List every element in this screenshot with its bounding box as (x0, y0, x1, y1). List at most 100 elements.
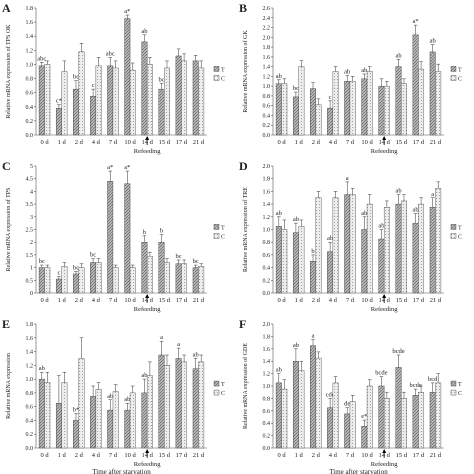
bar-t (175, 263, 182, 294)
y-tick-label: 1.0 (26, 62, 34, 68)
bar-t (429, 391, 436, 449)
bar-t (175, 55, 182, 136)
significance-label: ab (276, 73, 282, 80)
bar-c (61, 71, 68, 136)
x-tick-label: 21 d (430, 139, 442, 146)
y-tick-label: 0.2 (26, 432, 34, 438)
bar-c (298, 226, 305, 294)
bar-t (158, 354, 165, 449)
y-tick-label: 0.4 (263, 266, 271, 272)
bar-t (158, 241, 165, 294)
bar-t (275, 226, 282, 294)
significance-label: b (143, 229, 146, 236)
refeeding-arrow-head (382, 294, 387, 298)
panel-f: F 0.0 0.2 0.4 0.6 0.8 1.0 1.2 1.4 1.6 1.8 2.0 Relati… (239, 317, 462, 474)
y-tick-label: 0.8 (26, 391, 34, 397)
bar-t (141, 241, 148, 294)
significance-label: ab (361, 67, 367, 74)
legend-swatch-c (213, 75, 220, 81)
x-tick-label: 7 d (109, 452, 118, 459)
x-tick-label: 21 d (193, 139, 205, 146)
x-tick-label: 10 d (124, 139, 136, 146)
bar-t (327, 107, 334, 136)
bar-c (146, 64, 153, 136)
bar-c (78, 51, 85, 136)
bar-c (164, 262, 170, 294)
refeeding-label: Refeeding (371, 461, 398, 468)
bar-t (327, 251, 334, 294)
bar-c (78, 358, 85, 449)
x-tick-label: 17 d (176, 139, 188, 146)
x-tick-label: 1 d (58, 452, 67, 459)
significance-label: ab (293, 342, 299, 349)
bar-t (38, 378, 45, 449)
x-tick-label: 7 d (346, 297, 355, 304)
significance-label: ab (293, 216, 299, 223)
x-tick-label: 7 d (109, 139, 118, 146)
bar-t (361, 229, 368, 294)
x-axis-caption: Time after starvation (92, 468, 151, 474)
y-tick-label: 0.8 (26, 77, 34, 83)
y-tick-label: 5 (30, 164, 33, 170)
bar-t (158, 88, 165, 136)
bar-t (90, 95, 97, 136)
x-tick-label: 0 d (277, 139, 286, 146)
bar-c (315, 357, 322, 449)
x-tick-label: 1 d (295, 452, 304, 459)
bar-c (164, 365, 170, 449)
y-tick-label: 0.2 (26, 119, 34, 125)
x-tick-label: 0 d (40, 452, 49, 459)
bar-c (366, 203, 373, 294)
x-tick-label: 7 d (346, 139, 355, 146)
significance-label: ab (124, 396, 130, 403)
significance-label: b* (73, 407, 80, 414)
bar-c (61, 382, 68, 449)
significance-label: c (329, 94, 332, 101)
y-tick-label: 1.8 (263, 334, 271, 340)
bar-t (175, 358, 182, 449)
legend-label: C (458, 76, 462, 82)
bar-t (73, 88, 79, 136)
significance-label: bc (39, 258, 45, 265)
y-tick-label: 1.6 (26, 336, 34, 342)
significance-label: abc (37, 55, 46, 62)
significance-label: ab (141, 28, 147, 35)
y-tick-label: 0.6 (26, 405, 34, 411)
bar-t (429, 51, 436, 136)
significance-label: bcde (375, 370, 387, 377)
significance-label: c* (56, 98, 62, 105)
y-tick-label: 2.0 (263, 322, 271, 328)
bar-t (378, 238, 385, 294)
x-tick-label: 10 d (124, 297, 136, 304)
significance-label: ab (276, 210, 282, 217)
bar-c (332, 197, 339, 294)
x-tick-label: 0 d (40, 297, 49, 304)
y-tick-label: 0.0 (263, 291, 271, 297)
legend-swatch-c (213, 233, 220, 239)
y-tick-label: 1.5 (26, 253, 34, 259)
bar-t (378, 385, 385, 449)
x-tick-label: 4 d (329, 452, 338, 459)
y-tick-label: 1.6 (26, 20, 34, 26)
panel-letter: E (2, 317, 10, 331)
bar-c (418, 68, 425, 136)
legend-swatch-t (450, 380, 457, 387)
y-axis-label: Relative mRNA expression of TRE (242, 187, 249, 272)
y-tick-label: 1.2 (26, 48, 34, 54)
significance-label: ab (413, 207, 419, 214)
bar-c (401, 398, 407, 449)
bar-c (418, 203, 425, 294)
bar-t (292, 361, 299, 449)
bar-c (95, 389, 102, 449)
bar-c (366, 71, 373, 136)
bar-t (412, 222, 419, 294)
panel-letter: C (2, 159, 11, 173)
x-tick-label: 0 d (277, 297, 286, 304)
legend-label: C (221, 76, 225, 82)
significance-label: bc (193, 258, 199, 265)
significance-label: de (344, 401, 350, 408)
bar-t (107, 409, 114, 449)
y-tick-label: 0.0 (263, 133, 271, 139)
y-tick-label: 2.4 (263, 16, 271, 22)
x-tick-label: 10 d (361, 452, 373, 459)
